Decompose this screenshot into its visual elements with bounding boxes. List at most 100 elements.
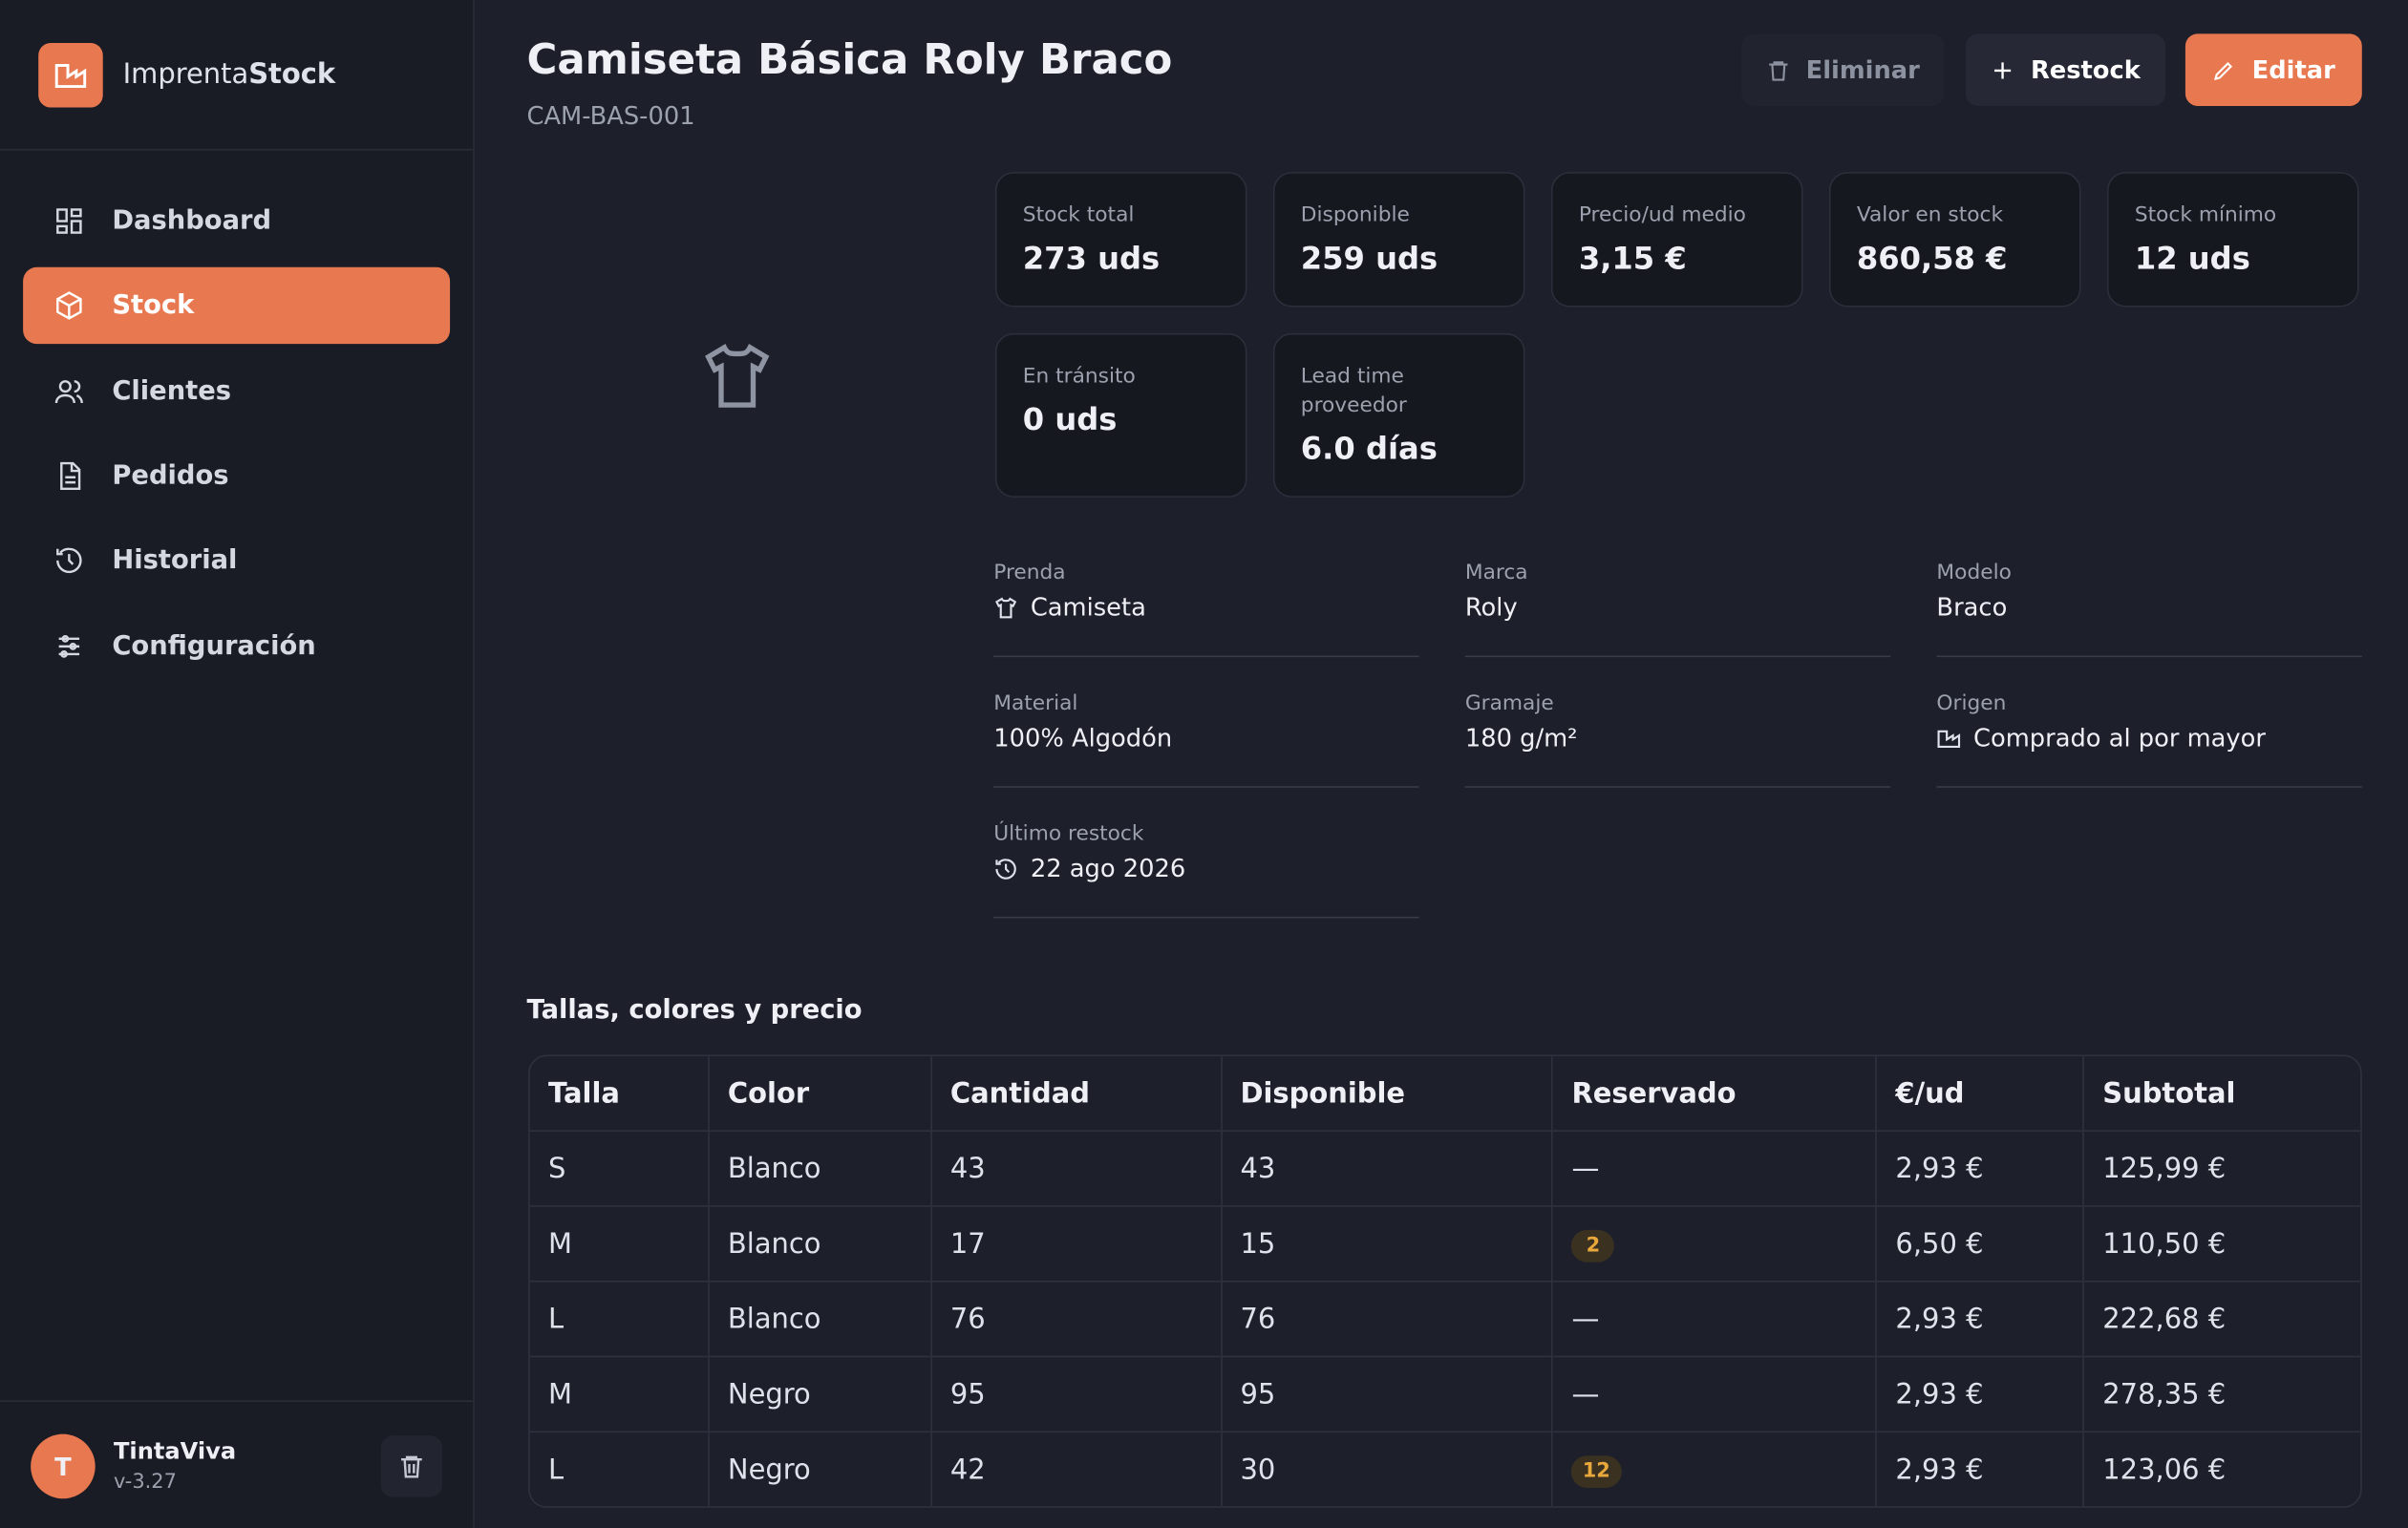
detail-value-row: Braco xyxy=(1936,593,2361,623)
table-cell: Negro xyxy=(710,1432,932,1507)
cell-text: 42 xyxy=(949,1453,986,1486)
cell-text: — xyxy=(1571,1152,1600,1185)
cell-text: 222,68 € xyxy=(2102,1303,2227,1335)
cell-text: 2,93 € xyxy=(1895,1303,1984,1335)
detail-label: Modelo xyxy=(1936,560,2012,585)
cell-text: Blanco xyxy=(727,1303,821,1335)
table-cell: 76 xyxy=(1222,1282,1554,1358)
divider xyxy=(0,148,474,151)
cell-text: 123,06 € xyxy=(2102,1453,2227,1486)
cell-text: 2,93 € xyxy=(1895,1378,1984,1411)
page-title: Camiseta Básica Roly Braco xyxy=(526,36,1173,85)
nav-icon xyxy=(56,547,82,574)
detail-value: Comprado al por mayor xyxy=(1973,723,2266,753)
table-cell: 43 xyxy=(931,1131,1223,1207)
stat-label: Stock mínimo xyxy=(2134,202,2277,227)
edit-button[interactable]: Editar xyxy=(2184,33,2362,106)
column-header: Reservado xyxy=(1553,1056,1878,1132)
cell-text: Negro xyxy=(727,1378,811,1411)
table-cell: 123,06 € xyxy=(2084,1432,2360,1506)
cell-text: 43 xyxy=(1240,1152,1276,1185)
nav-label: Stock xyxy=(112,289,195,322)
table-cell: Blanco xyxy=(709,1131,932,1207)
cell-text: L xyxy=(547,1453,565,1486)
column-header: Color xyxy=(709,1056,932,1132)
stat-card: Stock mínimo 12 uds xyxy=(2106,172,2359,308)
nav-label: Historial xyxy=(112,544,238,576)
table-cell: — xyxy=(1553,1131,1878,1207)
cell-text: 76 xyxy=(949,1303,986,1335)
detail-label: Origen xyxy=(1936,690,2007,716)
table-cell: 17 xyxy=(931,1206,1223,1283)
cell-text: 30 xyxy=(1240,1453,1276,1486)
cell-text: — xyxy=(1571,1378,1600,1411)
table-cell: L xyxy=(529,1282,710,1358)
table-cell: 125,99 € xyxy=(2083,1132,2361,1207)
cell-text: 95 xyxy=(1240,1378,1276,1411)
cell-text: Blanco xyxy=(727,1152,821,1185)
nav-item[interactable]: Clientes xyxy=(23,353,450,430)
nav-icon xyxy=(56,208,82,234)
brand-bold: Stock xyxy=(248,58,336,91)
table-cell: 2,93 € xyxy=(1877,1432,2084,1507)
detail-value-row: 22 ago 2026 xyxy=(993,853,1418,883)
nav-item[interactable]: Stock xyxy=(23,266,451,345)
table-cell: Negro xyxy=(709,1357,932,1433)
stat-value: 12 uds xyxy=(2134,239,2250,277)
table-cell: L xyxy=(530,1432,710,1507)
cell-text: 125,99 € xyxy=(2102,1152,2227,1185)
column-header: Subtotal xyxy=(2083,1056,2361,1132)
nav-item[interactable]: Historial xyxy=(23,522,450,599)
reserved-badge: 12 xyxy=(1571,1454,1622,1488)
nav-item[interactable]: Dashboard xyxy=(23,182,450,259)
stat-card: Precio/ud medio 3,15 € xyxy=(1550,172,1803,308)
detail: Prenda Camiseta xyxy=(993,561,1419,658)
cell-text: 43 xyxy=(949,1152,986,1185)
nav-label: Pedidos xyxy=(112,460,229,492)
sku: CAM-BAS-001 xyxy=(526,101,695,131)
table-cell: Blanco xyxy=(709,1206,932,1283)
detail-icon xyxy=(1937,729,1961,748)
button-label: Editar xyxy=(2251,54,2335,85)
stat-value: 3,15 € xyxy=(1578,239,1687,277)
table-title: Tallas, colores y precio xyxy=(526,994,863,1027)
detail-value: 22 ago 2026 xyxy=(1030,853,1186,883)
table-cell: 2,93 € xyxy=(1877,1357,2084,1433)
detail-value: Roly xyxy=(1464,592,1518,623)
restock-button[interactable]: Restock xyxy=(1965,33,2165,106)
avatar: T xyxy=(31,1433,96,1499)
user-name: TintaViva xyxy=(113,1436,237,1465)
delete-account-button[interactable] xyxy=(380,1435,443,1497)
cell-text: — xyxy=(1571,1303,1600,1335)
stat-value: 259 uds xyxy=(1300,239,1438,277)
table-row: M Blanco 17 15 2 6,50 € 110,50 € xyxy=(529,1206,2361,1283)
product-image xyxy=(705,343,770,408)
table-cell: 2 xyxy=(1553,1206,1878,1283)
detail: Origen Comprado al por mayor xyxy=(1936,690,2362,788)
stat-label: Precio/ud medio xyxy=(1578,202,1746,227)
detail: Gramaje 180 g/m² xyxy=(1464,691,1891,788)
cell-text: 76 xyxy=(1240,1303,1276,1335)
stat-value: 0 uds xyxy=(1022,400,1118,438)
detail-value-row: Camiseta xyxy=(993,593,1418,622)
detail-value: Braco xyxy=(1936,592,2008,623)
cell-text: Negro xyxy=(727,1453,811,1486)
stat-label: Stock total xyxy=(1022,202,1135,227)
table-cell: 95 xyxy=(931,1357,1223,1433)
cell-text: 278,35 € xyxy=(2102,1378,2227,1411)
table-cell: M xyxy=(529,1357,710,1433)
delete-button[interactable]: Eliminar xyxy=(1741,33,1945,106)
stat-card: Lead time proveedor 6.0 días xyxy=(1272,332,1525,498)
cell-text: 2,93 € xyxy=(1895,1453,1984,1486)
detail: Último restock 22 ago 2026 xyxy=(993,821,1419,919)
table-cell: — xyxy=(1553,1357,1878,1433)
nav-item[interactable]: Configuración xyxy=(23,608,450,685)
detail: Material 100% Algodón xyxy=(993,691,1419,788)
table-cell: 2,93 € xyxy=(1877,1131,2084,1207)
table-cell: 6,50 € xyxy=(1877,1206,2084,1283)
nav-item[interactable]: Pedidos xyxy=(23,437,450,514)
stat-label: Valor en stock xyxy=(1856,202,2004,227)
cell-text: 6,50 € xyxy=(1895,1227,1984,1261)
brand: ImprentaStock xyxy=(123,58,336,91)
